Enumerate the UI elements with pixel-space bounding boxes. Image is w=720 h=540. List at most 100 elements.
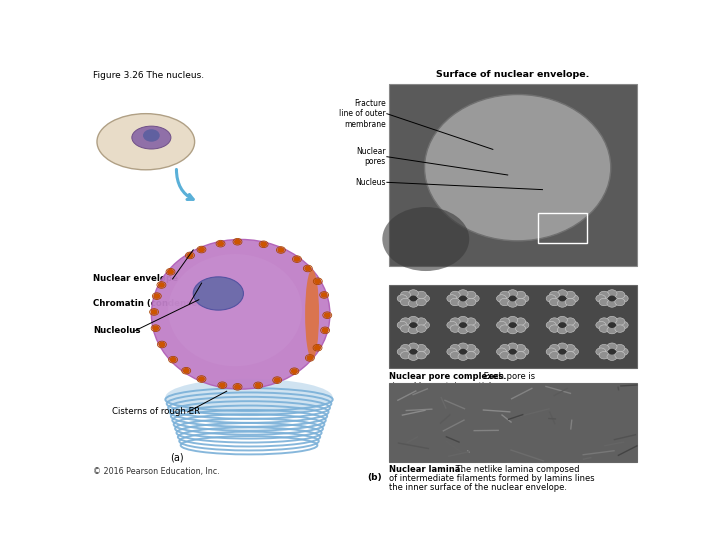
Circle shape	[615, 325, 625, 332]
Circle shape	[546, 348, 557, 355]
Circle shape	[408, 326, 418, 334]
Ellipse shape	[193, 277, 243, 310]
Circle shape	[168, 269, 174, 274]
Text: of intermediate filaments formed by lamins lines: of intermediate filaments formed by lami…	[389, 474, 594, 483]
Circle shape	[516, 291, 526, 299]
Circle shape	[618, 295, 628, 302]
Circle shape	[420, 295, 430, 302]
Circle shape	[305, 266, 310, 271]
Circle shape	[458, 326, 468, 334]
Circle shape	[607, 353, 617, 360]
Circle shape	[325, 313, 330, 318]
Circle shape	[500, 325, 510, 332]
Circle shape	[199, 247, 204, 252]
Text: (b): (b)	[367, 472, 382, 482]
Circle shape	[458, 316, 468, 324]
Circle shape	[458, 300, 468, 307]
Circle shape	[466, 291, 476, 299]
Circle shape	[557, 290, 567, 297]
Circle shape	[469, 321, 480, 329]
Circle shape	[549, 352, 559, 359]
Circle shape	[466, 345, 476, 352]
FancyBboxPatch shape	[389, 285, 637, 368]
Text: Nucleolus: Nucleolus	[93, 326, 140, 335]
Circle shape	[500, 345, 510, 352]
Ellipse shape	[97, 113, 194, 170]
Circle shape	[615, 345, 625, 352]
Circle shape	[450, 291, 460, 299]
Circle shape	[466, 325, 476, 332]
Circle shape	[596, 321, 606, 329]
Circle shape	[559, 349, 566, 355]
Circle shape	[565, 298, 575, 306]
Circle shape	[569, 348, 579, 355]
FancyBboxPatch shape	[389, 84, 637, 266]
Circle shape	[559, 295, 566, 301]
Circle shape	[410, 322, 418, 328]
Circle shape	[151, 310, 157, 314]
Circle shape	[519, 348, 529, 355]
Circle shape	[408, 290, 418, 297]
Circle shape	[549, 325, 559, 332]
Circle shape	[608, 295, 616, 301]
Circle shape	[458, 343, 468, 350]
Circle shape	[321, 293, 327, 297]
Circle shape	[143, 129, 160, 141]
Circle shape	[315, 279, 320, 284]
Circle shape	[615, 352, 625, 359]
Circle shape	[469, 348, 480, 355]
Circle shape	[235, 240, 240, 244]
Circle shape	[607, 316, 617, 324]
Circle shape	[508, 353, 518, 360]
Circle shape	[400, 291, 410, 299]
Circle shape	[447, 348, 457, 355]
Text: Nuclear lamina.: Nuclear lamina.	[389, 465, 463, 474]
Circle shape	[416, 325, 426, 332]
Circle shape	[466, 298, 476, 306]
Circle shape	[458, 290, 468, 297]
Circle shape	[519, 321, 529, 329]
Circle shape	[416, 298, 426, 306]
Circle shape	[565, 345, 575, 352]
Circle shape	[500, 291, 510, 299]
Ellipse shape	[168, 254, 302, 366]
Circle shape	[516, 325, 526, 332]
Circle shape	[607, 300, 617, 307]
Circle shape	[416, 345, 426, 352]
Circle shape	[565, 352, 575, 359]
Circle shape	[557, 326, 567, 334]
Circle shape	[559, 322, 566, 328]
Circle shape	[450, 345, 460, 352]
Circle shape	[459, 349, 467, 355]
Text: Surface of nuclear envelope.: Surface of nuclear envelope.	[436, 70, 590, 78]
Circle shape	[154, 294, 160, 298]
Circle shape	[410, 349, 418, 355]
Circle shape	[217, 241, 223, 246]
Text: The netlike lamina composed: The netlike lamina composed	[454, 465, 580, 474]
Circle shape	[500, 298, 510, 306]
Circle shape	[509, 349, 516, 355]
Text: Nuclear envelope: Nuclear envelope	[93, 274, 178, 284]
Circle shape	[599, 352, 609, 359]
Circle shape	[420, 348, 430, 355]
Text: Fracture
line of outer
membrane: Fracture line of outer membrane	[339, 99, 386, 129]
Circle shape	[469, 295, 480, 302]
Circle shape	[607, 326, 617, 334]
Circle shape	[450, 325, 460, 332]
Circle shape	[509, 322, 516, 328]
Circle shape	[508, 316, 518, 324]
Circle shape	[199, 377, 204, 381]
Circle shape	[416, 352, 426, 359]
Circle shape	[420, 321, 430, 329]
Circle shape	[596, 348, 606, 355]
Text: Nuclear pore complexes.: Nuclear pore complexes.	[389, 372, 506, 381]
Circle shape	[307, 356, 312, 360]
Ellipse shape	[166, 379, 333, 416]
Text: Nuclear
pores: Nuclear pores	[356, 147, 386, 166]
Circle shape	[565, 291, 575, 299]
Circle shape	[599, 325, 609, 332]
Ellipse shape	[305, 269, 319, 359]
Circle shape	[608, 322, 616, 328]
Circle shape	[549, 318, 559, 325]
Circle shape	[608, 349, 616, 355]
